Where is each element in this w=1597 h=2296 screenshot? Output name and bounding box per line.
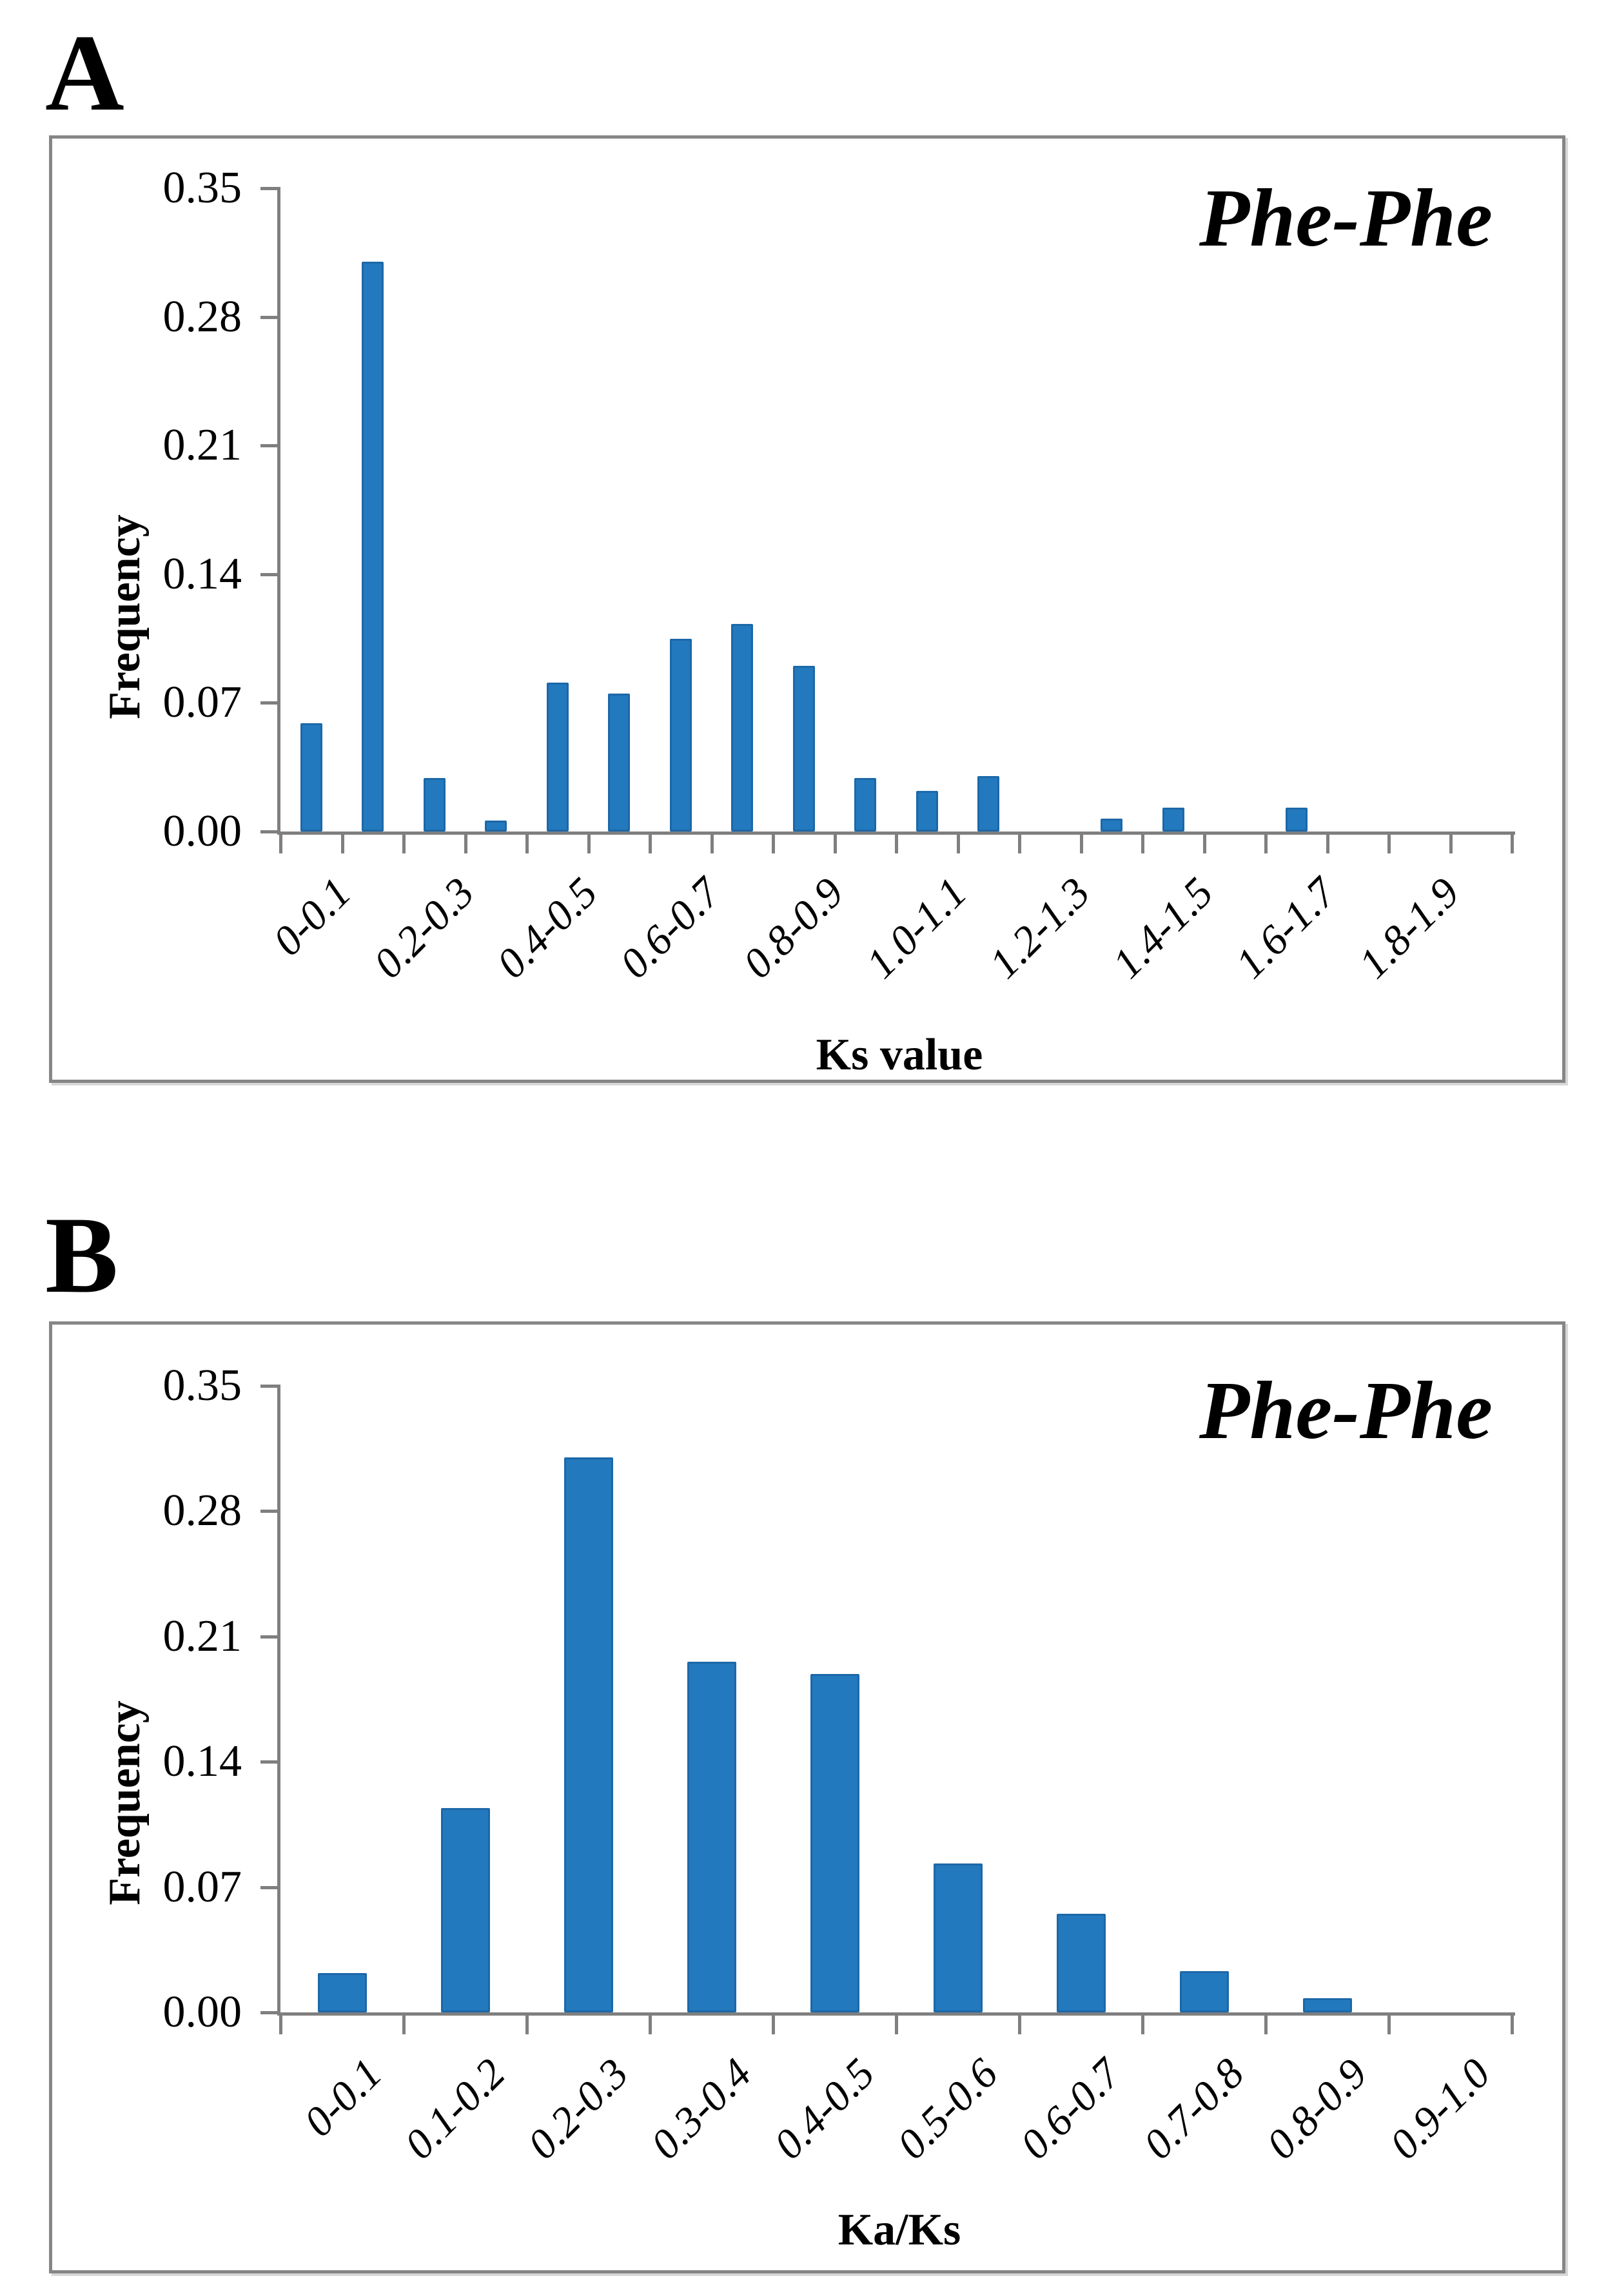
y-axis-tick (260, 316, 277, 319)
y-axis-tick (260, 1760, 277, 1764)
panel-a-chart-title: Phe-Phe (1199, 172, 1493, 264)
y-tick-label: 0.28 (162, 1486, 242, 1535)
y-tick-label: 0.14 (162, 549, 242, 599)
panel-b-x-axis-title: Ka/Ks (838, 2205, 961, 2255)
panel-b-letter: B (45, 1194, 119, 1316)
bar (547, 683, 569, 832)
x-axis-tick (402, 832, 406, 853)
x-axis-tick (1141, 2012, 1144, 2034)
x-axis-tick (279, 832, 282, 853)
x-axis-tick (649, 832, 652, 853)
y-axis-tick (260, 187, 277, 190)
y-axis-tick (260, 1886, 277, 1889)
panel-a-x-axis-title: Ks value (816, 1030, 983, 1080)
panel-a-letter: A (45, 12, 124, 133)
y-tick-label: 0.14 (162, 1737, 242, 1786)
bar (362, 262, 384, 832)
bar (1101, 819, 1122, 832)
bar (977, 776, 999, 832)
bar (1303, 1998, 1352, 2012)
y-tick-label: 0.21 (162, 420, 242, 470)
y-tick-label: 0.28 (162, 292, 242, 342)
y-tick-label: 0.07 (162, 1862, 242, 1912)
panel-b-chart-title: Phe-Phe (1199, 1365, 1493, 1456)
x-axis-tick (1326, 832, 1329, 853)
x-axis-tick (1141, 832, 1144, 853)
y-axis-tick (260, 573, 277, 576)
x-axis-tick (1203, 832, 1206, 853)
x-axis-tick (895, 2012, 898, 2034)
x-axis-tick (957, 832, 960, 853)
y-tick-label: 0.00 (162, 1987, 242, 2037)
y-axis-tick (260, 1510, 277, 1513)
bar (441, 1808, 490, 2012)
x-axis-tick (1264, 832, 1268, 853)
bar (424, 778, 446, 832)
x-axis-tick (710, 832, 714, 853)
x-axis-tick (402, 2012, 406, 2034)
x-axis-tick (1387, 832, 1391, 853)
bar (1286, 808, 1308, 832)
bar (300, 723, 322, 832)
x-axis-tick (1264, 2012, 1268, 2034)
bar (485, 821, 507, 832)
x-axis-tick (649, 2012, 652, 2034)
x-axis-tick (279, 2012, 282, 2034)
y-axis-line (277, 1385, 280, 2016)
y-tick-label: 0.21 (162, 1611, 242, 1661)
bar (1180, 1971, 1229, 2012)
y-axis-tick (260, 701, 277, 705)
x-axis-tick (772, 2012, 775, 2034)
x-axis-tick (1387, 2012, 1391, 2034)
bar (318, 1973, 367, 2012)
y-tick-label: 0.35 (162, 163, 242, 213)
y-tick-label: 0.35 (162, 1361, 242, 1410)
y-axis-tick (260, 444, 277, 447)
bar (670, 639, 692, 832)
x-axis-tick (1018, 832, 1021, 853)
x-axis-tick (1018, 2012, 1021, 2034)
bar (1162, 808, 1184, 832)
x-axis-tick (464, 832, 467, 853)
x-axis-tick (834, 832, 837, 853)
bar (793, 666, 815, 832)
bar (810, 1674, 859, 2012)
x-axis-tick (525, 832, 529, 853)
x-axis-tick (1511, 832, 1514, 853)
bar (564, 1457, 613, 2012)
bar (934, 1863, 983, 2012)
y-axis-line (277, 187, 280, 835)
x-axis-tick (1449, 832, 1453, 853)
bar (731, 624, 753, 832)
x-axis-tick (1511, 2012, 1514, 2034)
y-axis-tick (260, 1385, 277, 1388)
y-axis-tick (260, 1635, 277, 1639)
y-tick-label: 0.00 (162, 806, 242, 856)
y-axis-tick (260, 2011, 277, 2014)
panel-b-chart-frame: Phe-Phe Frequency Ka/Ks 0.00 0.07 0.14 0.21… (49, 1321, 1565, 2273)
y-axis-tick (260, 830, 277, 833)
bar (608, 694, 630, 832)
bar (1057, 1914, 1106, 2012)
x-axis-tick (1080, 832, 1083, 853)
x-axis-tick (895, 832, 898, 853)
panel-b-plot-area: 0.00 0.07 0.14 0.21 0.28 0.35 0-0.1 0.1-0.2 0.2-… (49, 1321, 1565, 2267)
panel-a-chart-frame: Phe-Phe Frequency Ks value 0.00 0.07 0.14 0… (49, 135, 1565, 1083)
x-axis-tick (772, 832, 775, 853)
bar (687, 1662, 736, 2012)
bar (854, 778, 876, 832)
panel-a-plot-area: 0.00 0.07 0.14 0.21 0.28 0.35 0-0.1 0.2-0.3 0.4-… (49, 135, 1565, 1076)
y-tick-label: 0.07 (162, 677, 242, 727)
x-axis-tick (341, 832, 344, 853)
x-axis-tick (525, 2012, 529, 2034)
x-axis-tick (587, 832, 591, 853)
bar (916, 791, 938, 832)
